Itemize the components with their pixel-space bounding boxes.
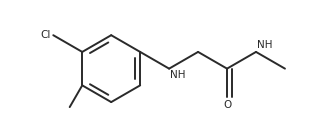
Text: NH: NH: [257, 40, 272, 50]
Text: Cl: Cl: [40, 30, 51, 40]
Text: NH: NH: [170, 70, 186, 80]
Text: O: O: [223, 100, 231, 110]
